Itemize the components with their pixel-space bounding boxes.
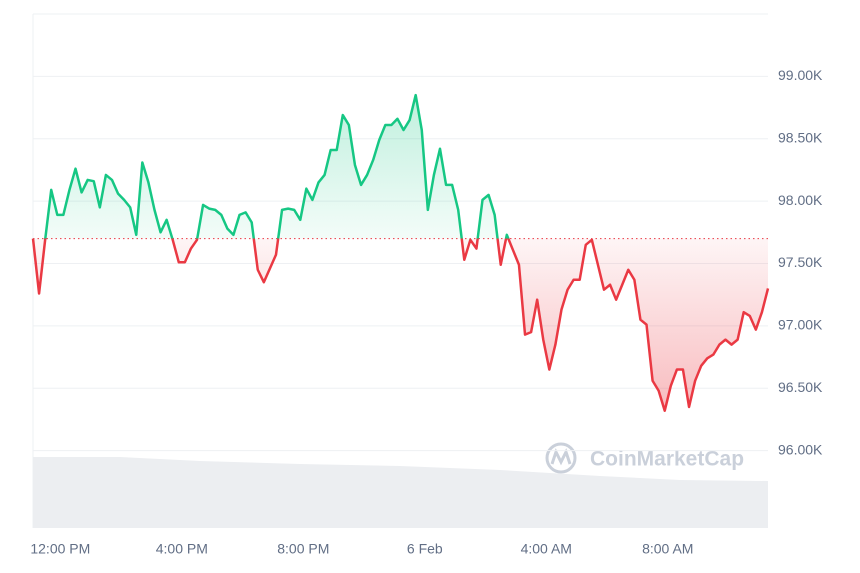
x-tick-label: 4:00 AM — [521, 541, 572, 557]
watermark: CoinMarketCap — [545, 442, 744, 474]
y-tick-label: 98.50K — [778, 129, 823, 145]
volume-area — [33, 457, 768, 528]
area — [33, 95, 768, 411]
y-tick-label: 98.00K — [778, 192, 823, 208]
y-tick-label: 97.50K — [778, 254, 823, 270]
y-tick-label: 96.00K — [778, 441, 823, 457]
y-tick-label: 99.00K — [778, 67, 823, 83]
x-tick-label: 12:00 PM — [30, 541, 90, 557]
watermark-icon-mark — [550, 448, 572, 466]
y-tick-label: 97.00K — [778, 317, 823, 333]
x-tick-label: 6 Feb — [407, 541, 443, 557]
x-tick-label: 8:00 AM — [642, 541, 693, 557]
watermark-text: CoinMarketCap — [590, 448, 744, 471]
price-line — [31, 93, 770, 412]
y-tick-label: 96.50K — [778, 379, 823, 395]
x-tick-label: 8:00 PM — [277, 541, 329, 557]
watermark-icon — [545, 442, 577, 474]
x-tick-label: 4:00 PM — [156, 541, 208, 557]
